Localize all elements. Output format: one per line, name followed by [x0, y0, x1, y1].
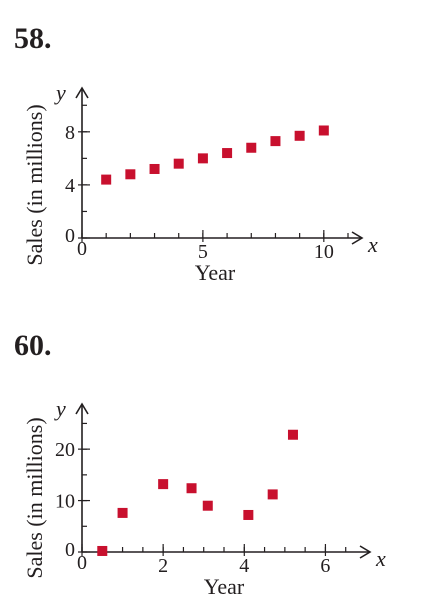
x-tick-label: 6 — [320, 555, 330, 577]
y-axis-arrow — [75, 402, 89, 415]
x-tick-label: 5 — [198, 241, 208, 263]
x-tick-label: 4 — [239, 555, 249, 577]
problem-number-60: 60. — [14, 329, 52, 362]
x-variable-label: x — [375, 546, 386, 571]
x-axis-title: Year — [204, 574, 245, 599]
x-tick-label-zero: 0 — [77, 238, 87, 260]
y-axis-title: Sales (in millions) — [22, 104, 47, 265]
chart58-data-point — [294, 130, 305, 141]
chart58-data-point — [125, 169, 136, 180]
y-variable-label: y — [54, 396, 66, 421]
x-axis-arrow — [351, 231, 364, 245]
y-tick-label: 4 — [65, 175, 75, 197]
x-tick-label: 10 — [314, 241, 334, 263]
chart58-data-point — [318, 125, 329, 136]
x-tick-label: 2 — [158, 555, 168, 577]
scatter-chart-60: 2 4 6 10 20 00 x y Year Sales (in millions) — [22, 396, 386, 599]
y-tick-label: 20 — [55, 439, 75, 461]
y-tick-label: 8 — [65, 122, 75, 144]
y-axis-title: Sales (in millions) — [22, 417, 47, 578]
x-variable-label: x — [367, 232, 378, 257]
y-tick-label: 10 — [55, 491, 75, 513]
y-tick-label-zero: 0 — [65, 539, 75, 561]
scatter-chart-58: 5 10 4 8 00 x y Year Sales (in millions) — [22, 80, 378, 285]
x-tick-label-zero: 0 — [77, 552, 87, 574]
chart60-data-point — [202, 500, 213, 511]
problem-number-58: 58. — [14, 22, 52, 55]
chart58-data-point — [270, 136, 281, 147]
chart60-data-point — [267, 489, 278, 500]
chart58-data-point — [101, 174, 112, 185]
chart58-data-point — [222, 148, 233, 159]
chart58-data-point — [246, 142, 257, 153]
chart58-data-point — [149, 163, 160, 174]
chart58-data-point — [173, 158, 184, 169]
y-variable-label: y — [54, 80, 66, 105]
chart60-data-point — [287, 429, 298, 440]
chart58-data-point — [197, 153, 208, 164]
chart60-data-point — [97, 545, 108, 556]
chart60-data-point — [117, 507, 128, 518]
y-axis-arrow — [75, 86, 89, 99]
chart60-data-point — [186, 483, 197, 494]
chart60-data-point — [243, 509, 254, 520]
chart60-data-point — [158, 479, 169, 490]
y-tick-label-zero: 0 — [65, 225, 75, 247]
x-axis-title: Year — [195, 260, 236, 285]
x-axis-arrow — [359, 545, 372, 559]
